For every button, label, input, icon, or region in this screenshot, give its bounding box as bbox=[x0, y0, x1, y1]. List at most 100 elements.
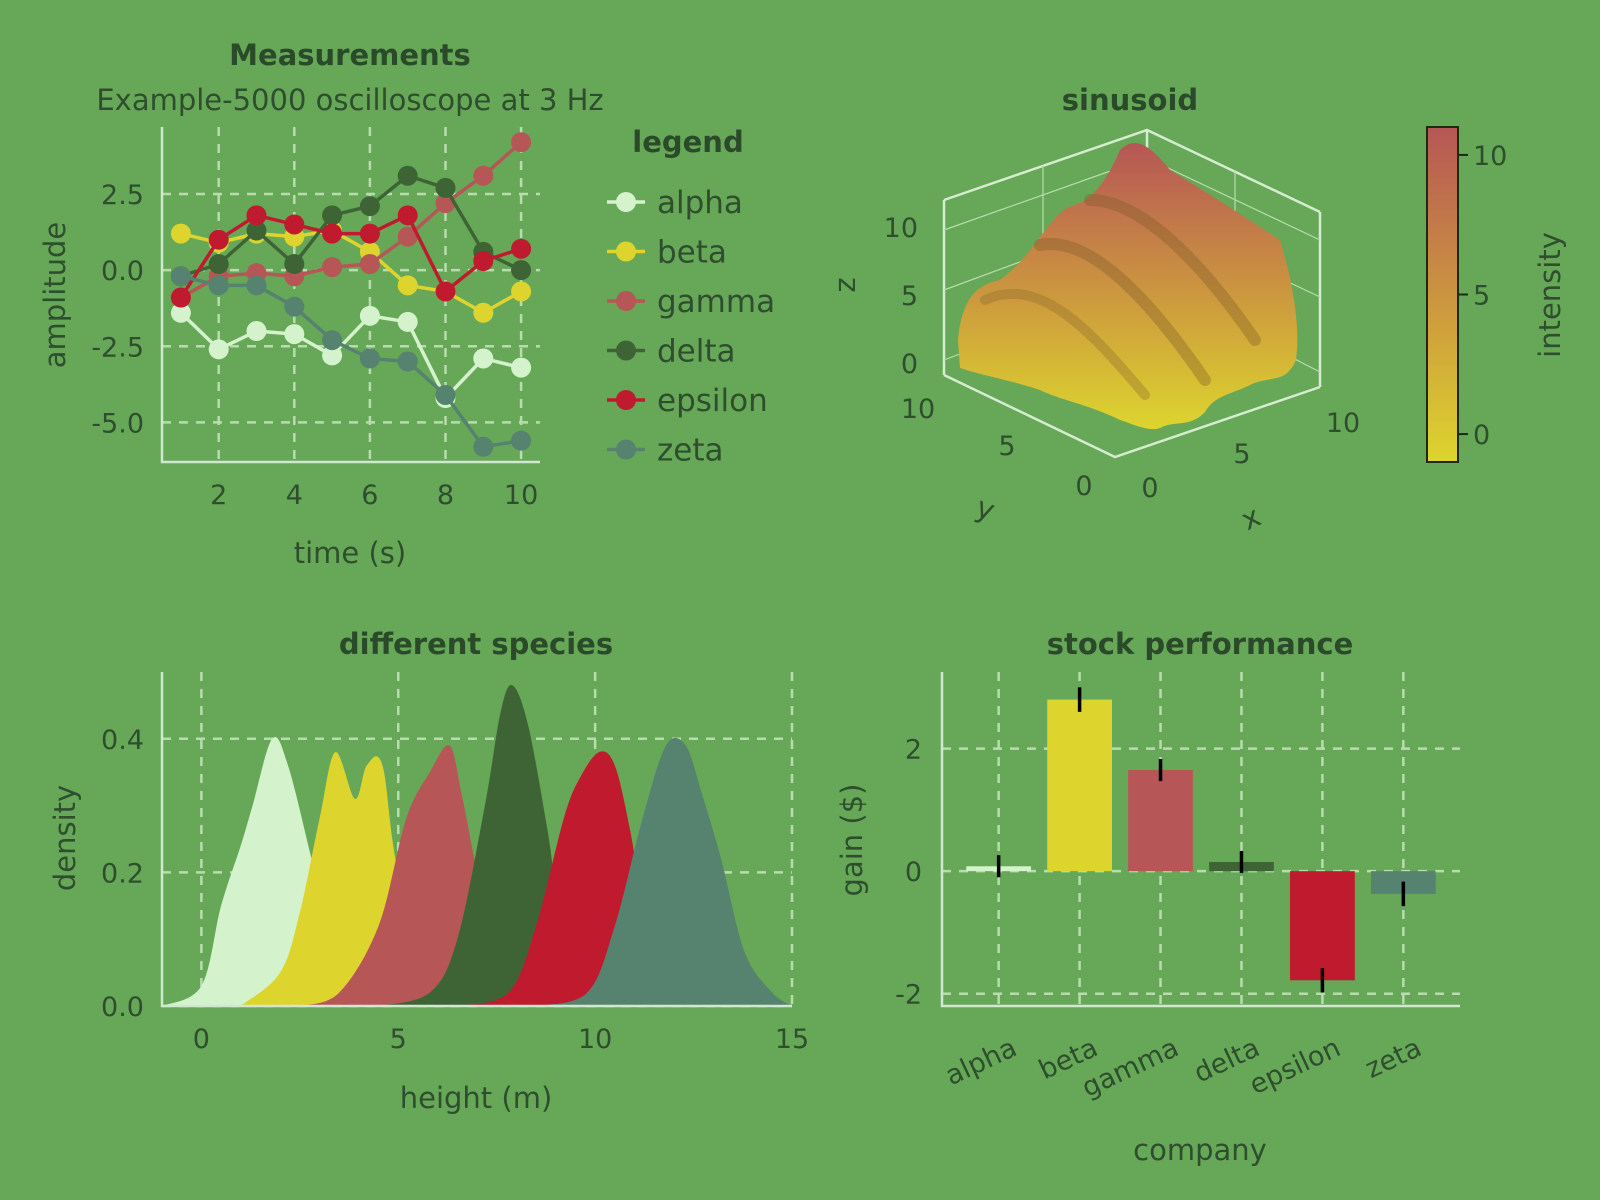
density-chart-xlabel: height (m) bbox=[400, 1081, 553, 1115]
z-tick-0: 0 bbox=[901, 349, 918, 380]
data-point-delta bbox=[246, 220, 267, 241]
bar-chart-ylabel: gain ($) bbox=[835, 784, 869, 897]
data-point-alpha bbox=[246, 321, 267, 342]
data-point-delta bbox=[208, 254, 229, 275]
y-tick-label: 0.4 bbox=[101, 725, 144, 756]
data-point-beta bbox=[511, 281, 532, 302]
data-point-delta bbox=[284, 254, 305, 275]
data-point-zeta bbox=[397, 351, 418, 372]
line-chart-legend: legend alpha beta gamma delta epsilon zeta bbox=[607, 125, 775, 469]
data-point-epsilon bbox=[397, 205, 418, 226]
colorbar-label: intensity bbox=[1533, 232, 1567, 358]
legend-marker-delta bbox=[616, 340, 636, 361]
surface-chart-title: sinusoid bbox=[1062, 83, 1198, 117]
line-chart-panel: Measurements Example-5000 oscilloscope a… bbox=[38, 38, 775, 570]
data-point-zeta bbox=[511, 430, 532, 451]
bar-gamma bbox=[1128, 770, 1193, 872]
density-chart-axes bbox=[160, 672, 792, 1008]
bar-chart-grid bbox=[942, 672, 1460, 1006]
data-point-gamma bbox=[359, 254, 380, 275]
series-line-delta bbox=[180, 173, 522, 278]
data-point-delta bbox=[511, 260, 532, 281]
series-line-beta bbox=[180, 228, 522, 315]
x-tick-label: 2 bbox=[210, 480, 227, 511]
data-point-epsilon bbox=[170, 287, 191, 308]
data-point-epsilon bbox=[246, 205, 267, 226]
data-point-alpha bbox=[473, 348, 494, 369]
bar-epsilon bbox=[1290, 871, 1355, 981]
y-tick-label: -5.0 bbox=[91, 408, 144, 439]
surface-zlabel: z bbox=[828, 277, 862, 292]
y-tick-label: 0.0 bbox=[101, 256, 144, 287]
data-point-delta bbox=[322, 205, 343, 226]
data-point-delta bbox=[435, 177, 456, 198]
series-line-zeta bbox=[180, 274, 522, 449]
line-chart-xlabel: time (s) bbox=[294, 536, 406, 570]
colorbar-tick-label: 5 bbox=[1473, 281, 1490, 312]
x-tick-label: 4 bbox=[286, 480, 303, 511]
y-tick-0: 0 bbox=[1075, 471, 1092, 502]
data-point-zeta bbox=[435, 385, 456, 405]
density-chart-series bbox=[162, 685, 792, 1006]
line-chart-ticks: 2 4 6 8 10 -5.0 -2.5 0.0 2.5 bbox=[91, 180, 538, 511]
x-tick-label: epsilon bbox=[1245, 1032, 1346, 1101]
surface-xlabel: x bbox=[1236, 499, 1266, 537]
legend-marker-epsilon bbox=[616, 390, 636, 410]
data-point-zeta bbox=[208, 275, 229, 296]
y-tick-label: 0 bbox=[905, 857, 922, 888]
surface-box-front bbox=[943, 373, 1321, 459]
data-point-zeta bbox=[473, 436, 494, 457]
data-point-epsilon bbox=[322, 223, 343, 244]
surface-ticks: 10 5 0 10 5 0 0 5 10 bbox=[884, 213, 1361, 504]
line-chart-series bbox=[170, 132, 532, 457]
x-tick-10: 10 bbox=[1326, 408, 1360, 439]
density-chart-ylabel: density bbox=[48, 785, 82, 891]
data-point-epsilon bbox=[511, 238, 532, 259]
data-point-gamma bbox=[322, 257, 343, 278]
legend-label-delta: delta bbox=[657, 334, 736, 370]
bar-chart-bars bbox=[966, 687, 1436, 993]
y-tick-label: -2 bbox=[895, 980, 922, 1011]
density-chart-ticks: 0 5 10 15 0.0 0.2 0.4 bbox=[101, 725, 809, 1055]
data-point-alpha bbox=[208, 339, 229, 360]
data-point-epsilon bbox=[208, 229, 229, 250]
bar-chart-xlabel: company bbox=[1133, 1133, 1267, 1167]
data-point-zeta bbox=[322, 330, 343, 351]
y-tick-label: -2.5 bbox=[91, 332, 144, 363]
line-chart-title: Measurements bbox=[229, 38, 471, 72]
data-point-epsilon bbox=[284, 214, 305, 235]
data-point-alpha bbox=[170, 302, 191, 323]
axis-line bbox=[160, 672, 792, 1008]
density-area-zeta bbox=[536, 737, 792, 1006]
x-tick-0: 0 bbox=[1141, 473, 1158, 504]
surface-mesh bbox=[958, 142, 1298, 430]
y-tick-label: 0.0 bbox=[101, 992, 144, 1023]
y-tick-10: 10 bbox=[901, 394, 935, 425]
series-line-epsilon bbox=[179, 212, 522, 299]
legend-label-zeta: zeta bbox=[657, 433, 724, 469]
legend-title: legend bbox=[632, 125, 743, 159]
density-chart-title: different species bbox=[339, 627, 613, 661]
legend-label-alpha: alpha bbox=[657, 185, 743, 221]
line-chart-subtitle: Example-5000 oscilloscope at 3 Hz bbox=[96, 83, 603, 117]
legend-label-gamma: gamma bbox=[657, 284, 775, 320]
y-tick-label: 2 bbox=[905, 735, 922, 766]
x-tick-label: 0 bbox=[193, 1024, 210, 1055]
data-point-alpha bbox=[397, 311, 418, 332]
axis-line bbox=[940, 672, 1460, 1008]
x-tick-label: alpha bbox=[941, 1032, 1022, 1092]
y-tick-label: 0.2 bbox=[101, 858, 144, 889]
x-tick-label: 5 bbox=[390, 1024, 407, 1055]
x-tick-label: 15 bbox=[775, 1024, 809, 1055]
x-tick-label: 6 bbox=[361, 480, 378, 511]
surface-ylabel: y bbox=[972, 490, 1000, 528]
line-chart-ylabel: amplitude bbox=[38, 222, 72, 369]
line-chart-axes bbox=[160, 127, 540, 464]
data-point-alpha bbox=[284, 324, 305, 345]
x-tick-label: 8 bbox=[437, 480, 454, 511]
z-tick-10: 10 bbox=[884, 213, 918, 244]
data-point-beta bbox=[170, 223, 191, 244]
legend-label-beta: beta bbox=[657, 235, 727, 271]
data-point-delta bbox=[397, 165, 418, 186]
